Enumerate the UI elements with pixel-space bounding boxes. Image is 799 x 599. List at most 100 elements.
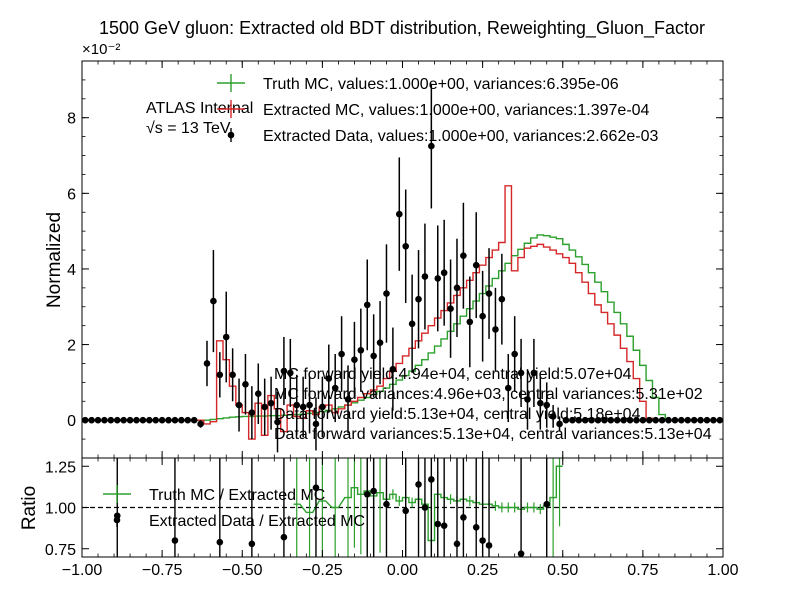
data-point (126, 416, 134, 424)
main-panel: 0 2 4 6 8 Normalized ATLAS Internal √s = 13 … (44, 60, 724, 459)
data-point (383, 244, 390, 343)
x-tick-label: 0.25 (467, 562, 498, 579)
ratio-data-marker (363, 491, 371, 498)
data-point (222, 291, 230, 383)
data-point (280, 337, 288, 406)
x-tick-label: −0.50 (222, 562, 263, 579)
data-point (428, 83, 435, 209)
data-marker (511, 350, 518, 358)
data-marker (126, 416, 134, 424)
data-point (363, 259, 371, 351)
data-point (190, 416, 198, 424)
ratio-data-point (402, 458, 410, 557)
data-marker (389, 365, 397, 373)
legend-entry: Extracted Data, values:1.000e+00, varian… (227, 128, 658, 145)
ratio-data-marker (543, 500, 551, 508)
data-marker (498, 295, 506, 303)
x-tick-label: −0.25 (302, 562, 343, 579)
data-marker (517, 369, 525, 377)
legend-entry: Truth MC / Extracted MC (103, 485, 325, 504)
data-marker (152, 416, 160, 424)
data-point (101, 416, 108, 424)
data-point (485, 248, 493, 339)
data-point (146, 416, 153, 424)
data-marker (331, 384, 339, 392)
legend-label: Extracted Data, values:1.000e+00, varian… (263, 128, 658, 145)
data-point (453, 238, 461, 338)
data-point (210, 250, 217, 353)
data-point (376, 301, 384, 385)
data-point (543, 382, 551, 428)
x-tick-label: −1.00 (62, 562, 103, 579)
data-point (415, 250, 422, 349)
x-tick-label: 1.00 (707, 562, 738, 579)
main-y-tick-label: 2 (67, 338, 76, 355)
data-marker (395, 210, 403, 218)
data-point (581, 416, 589, 424)
data-point (107, 416, 115, 424)
ratio-data-marker (402, 507, 410, 515)
data-point (549, 405, 557, 428)
data-point (178, 416, 185, 424)
data-point (511, 316, 518, 392)
data-marker (197, 420, 204, 428)
data-point (312, 397, 320, 451)
ratio-data-marker (434, 520, 442, 528)
data-point (492, 287, 499, 372)
x-tick-label: 0.50 (547, 562, 578, 579)
ratio-data-marker (479, 537, 486, 544)
data-point (357, 308, 365, 392)
data-point (607, 416, 615, 424)
data-point (678, 416, 685, 424)
data-marker (338, 350, 345, 358)
ratio-data-marker (472, 524, 480, 531)
ratio-data-point (543, 458, 551, 557)
data-point (370, 314, 377, 398)
data-marker (466, 318, 474, 326)
data-marker (216, 371, 224, 379)
x-tick-label: −0.75 (142, 562, 183, 579)
ratio-y-tick-label: 1.25 (45, 459, 76, 476)
data-point (504, 354, 512, 423)
data-point (299, 376, 307, 438)
data-point (652, 416, 659, 424)
data-point (703, 416, 711, 424)
data-point (274, 391, 281, 453)
truth-mc-histogram (82, 234, 723, 421)
data-point (556, 416, 563, 432)
data-point (133, 416, 140, 424)
data-point (658, 416, 666, 424)
ratio-data-marker (421, 504, 429, 511)
data-point (671, 416, 679, 424)
data-point (447, 259, 454, 358)
data-marker (139, 416, 147, 424)
data-point (216, 352, 224, 398)
data-point (319, 376, 326, 438)
data-marker (549, 413, 557, 420)
legend-label: Truth MC, values:1.000e+00, variances:6.… (263, 76, 619, 93)
ratio-data-marker (370, 487, 377, 495)
ratio-y-tick-label: 0.75 (45, 542, 76, 559)
ratio-data-marker (383, 500, 390, 508)
data-marker (447, 305, 454, 312)
data-marker (485, 290, 493, 297)
data-marker (440, 269, 448, 277)
ratio-ticks: 0.75 1.00 1.25 (45, 459, 723, 559)
data-marker (203, 360, 211, 367)
data-point (88, 416, 95, 424)
data-marker (274, 418, 281, 426)
data-marker (146, 416, 153, 424)
data-marker (671, 416, 679, 424)
ratio-data-point (460, 458, 467, 557)
data-marker (229, 371, 236, 379)
data-point (626, 416, 634, 424)
ratio-data-marker (460, 514, 467, 521)
ratio-data-marker (415, 481, 422, 488)
ratio-data-point (312, 458, 320, 557)
data-marker (492, 326, 499, 333)
data-point (472, 212, 480, 319)
data-point (344, 365, 352, 434)
data-point (479, 270, 486, 362)
data-marker (690, 416, 698, 424)
data-point (261, 378, 268, 436)
